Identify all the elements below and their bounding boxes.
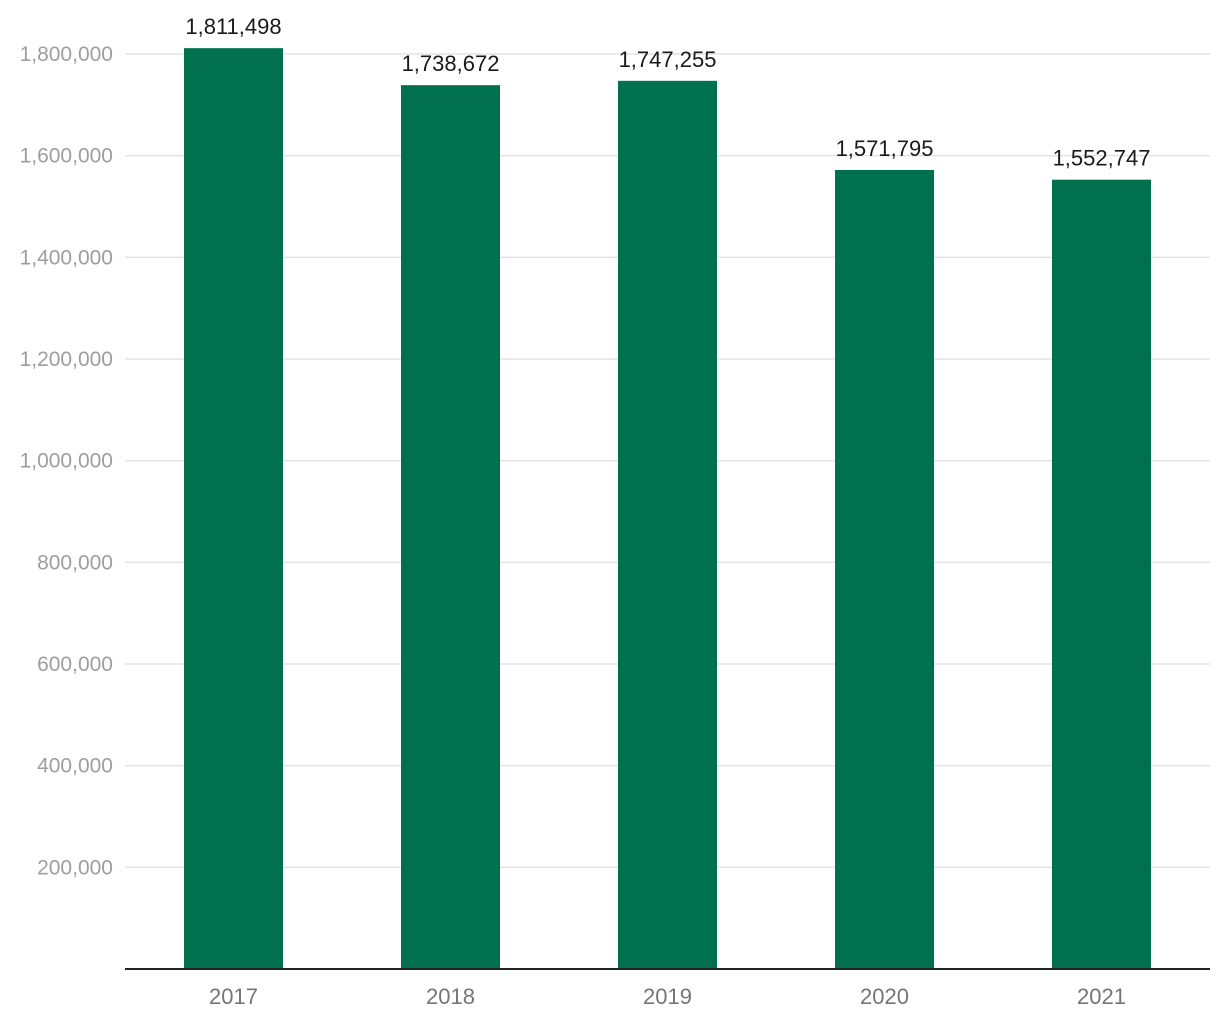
x-tick-label: 2019: [643, 984, 692, 1009]
y-tick-label: 800,000: [37, 551, 113, 574]
y-tick-label: 1,200,000: [20, 348, 113, 371]
x-tick-label: 2021: [1077, 984, 1126, 1009]
data-label: 1,571,795: [836, 136, 934, 161]
data-label: 1,811,498: [185, 14, 281, 39]
y-tick-label: 600,000: [37, 653, 113, 676]
y-tick-label: 1,800,000: [20, 43, 113, 66]
bar: [184, 48, 283, 970]
y-tick-label: 1,600,000: [20, 145, 113, 168]
bar: [835, 170, 934, 969]
y-tick-label: 1,400,000: [20, 246, 113, 269]
bar: [1052, 179, 1151, 969]
x-tick-label: 2017: [209, 984, 258, 1009]
data-label: 1,738,672: [402, 51, 500, 76]
x-axis-tick-labels: 2017 2018 2019 2020 2021: [209, 984, 1126, 1009]
data-label: 1,552,747: [1053, 146, 1151, 171]
x-tick-label: 2018: [426, 984, 475, 1009]
bar: [401, 85, 500, 970]
data-labels: 1,811,498 1,738,672 1,747,255 1,571,795 1,55…: [185, 14, 1150, 171]
bars: [184, 48, 1151, 970]
y-axis-tick-labels: 200,000 400,000 600,000 800,000 1,000,000 1,2…: [20, 43, 113, 879]
y-tick-label: 1,000,000: [20, 450, 113, 473]
y-tick-label: 200,000: [37, 856, 113, 879]
data-label: 1,747,255: [619, 47, 717, 72]
y-tick-label: 400,000: [37, 755, 113, 778]
x-tick-label: 2020: [860, 984, 909, 1009]
bar: [618, 80, 717, 970]
